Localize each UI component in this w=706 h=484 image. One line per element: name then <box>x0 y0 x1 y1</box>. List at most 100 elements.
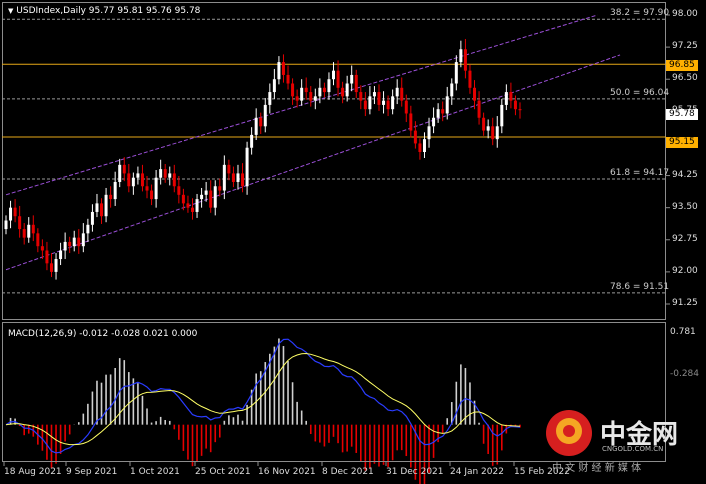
candle-body <box>9 207 13 221</box>
candle-body <box>291 83 295 97</box>
candle-body <box>445 96 449 114</box>
fib-label: 50.0 = 96.04 <box>610 87 670 98</box>
candle-body <box>49 263 53 272</box>
price-axis-label: 93.50 <box>672 201 698 212</box>
current-price-tag: 95.78 <box>666 109 698 120</box>
candle-body <box>122 164 126 174</box>
candle-body <box>300 87 304 101</box>
candle-body <box>245 147 249 187</box>
candle-body <box>231 173 235 182</box>
candle-body <box>382 100 386 105</box>
candle-body <box>341 87 345 97</box>
candle-body <box>22 229 26 238</box>
candle-body <box>13 207 17 217</box>
candle-body <box>68 241 72 247</box>
candle-body <box>222 164 226 191</box>
candle-body <box>309 92 313 101</box>
cngold-logo <box>546 410 592 456</box>
candle-body <box>268 92 272 105</box>
candle-body <box>63 241 67 251</box>
candle-body <box>504 92 508 105</box>
date-axis-label: 18 Aug 2021 <box>4 467 62 477</box>
candle-body <box>104 194 108 217</box>
candle-body <box>495 126 499 140</box>
candle-body <box>304 87 308 93</box>
macd-pane[interactable] <box>2 322 666 462</box>
collapse-arrow-icon[interactable]: ▼ <box>8 7 14 15</box>
fib-label: 78.6 = 91.51 <box>610 281 670 292</box>
candle-body <box>127 173 131 187</box>
signal-line <box>5 352 521 446</box>
candle-body <box>359 92 363 101</box>
candle-body <box>377 92 381 105</box>
channel-lower-line[interactable] <box>5 54 621 271</box>
candle-body <box>159 169 163 178</box>
macd-axis-top: 0.781 <box>670 327 696 337</box>
price-axis-label: 91.25 <box>672 298 698 308</box>
candle-body <box>100 203 104 217</box>
candle-body <box>140 173 144 187</box>
candle-body <box>186 203 190 208</box>
watermark-domain: CNGOLD.COM.CN <box>602 445 664 453</box>
price-axis-label: 96.50 <box>672 73 698 84</box>
candle-body <box>386 100 390 110</box>
candle-body <box>163 169 167 178</box>
date-axis-label: 16 Nov 2021 <box>258 467 316 477</box>
chart-title: ▼ USDIndex,Daily 95.77 95.81 95.76 95.78 <box>8 6 200 16</box>
watermark-cn-name: 中金网 <box>600 420 679 450</box>
candle-body <box>368 96 372 110</box>
candle-body <box>45 250 49 264</box>
candle-body <box>4 220 8 230</box>
candle-body <box>473 87 477 101</box>
candle-body <box>190 207 194 212</box>
candle-body <box>145 186 149 191</box>
candle-body <box>395 87 399 97</box>
candle-body <box>409 113 413 131</box>
candle-body <box>277 62 281 80</box>
upper-level-tag: 96.85 <box>666 60 698 71</box>
price-axis-label: 94.25 <box>672 169 698 180</box>
candle-body <box>450 83 454 97</box>
lower-level-tag: 95.15 <box>666 137 698 148</box>
candle-body <box>181 194 185 204</box>
date-axis-label: 9 Sep 2021 <box>66 467 118 477</box>
price-axis-label: 98.00 <box>672 9 698 19</box>
fib-label: 38.2 = 97.90 <box>610 8 670 19</box>
macd-line <box>5 338 521 454</box>
watermark-tagline: 中 文 财 经 新 媒 体 <box>552 463 642 474</box>
candle-body <box>486 126 490 131</box>
candle-body <box>40 246 44 251</box>
candle-body <box>241 173 245 187</box>
candle-body <box>36 233 40 247</box>
candle-body <box>509 92 513 101</box>
candle-body <box>118 164 122 182</box>
candle-body <box>441 109 445 114</box>
macd-axis-bottom: -0.284 <box>670 369 700 379</box>
candle-body <box>136 173 140 178</box>
candle-body <box>363 100 367 110</box>
candle-body <box>236 173 240 182</box>
candle-body <box>286 74 290 84</box>
candle-body <box>400 87 404 101</box>
candle-body <box>513 100 517 110</box>
candle-body <box>154 177 158 200</box>
candle-body <box>195 199 199 212</box>
symbol-ohlc-text: USDIndex,Daily 95.77 95.81 95.76 95.78 <box>16 6 201 16</box>
candle-body <box>322 87 326 93</box>
price-pane[interactable] <box>2 2 666 320</box>
macd-header: MACD(12,26,9) -0.012 -0.028 0.021 0.000 <box>8 329 198 339</box>
candle-body <box>77 237 81 247</box>
candle-body <box>332 70 336 80</box>
candle-body <box>59 250 63 260</box>
candle-body <box>468 70 472 88</box>
candle-body <box>218 186 222 191</box>
date-axis-label: 1 Oct 2021 <box>130 467 180 477</box>
candle-body <box>27 224 31 238</box>
date-axis-label: 15 Feb 2022 <box>514 467 571 477</box>
candle-body <box>86 224 90 234</box>
candle-body <box>327 79 331 93</box>
candle-body <box>422 139 426 153</box>
price-axis-label: 97.25 <box>672 41 698 52</box>
candle-body <box>404 100 408 114</box>
